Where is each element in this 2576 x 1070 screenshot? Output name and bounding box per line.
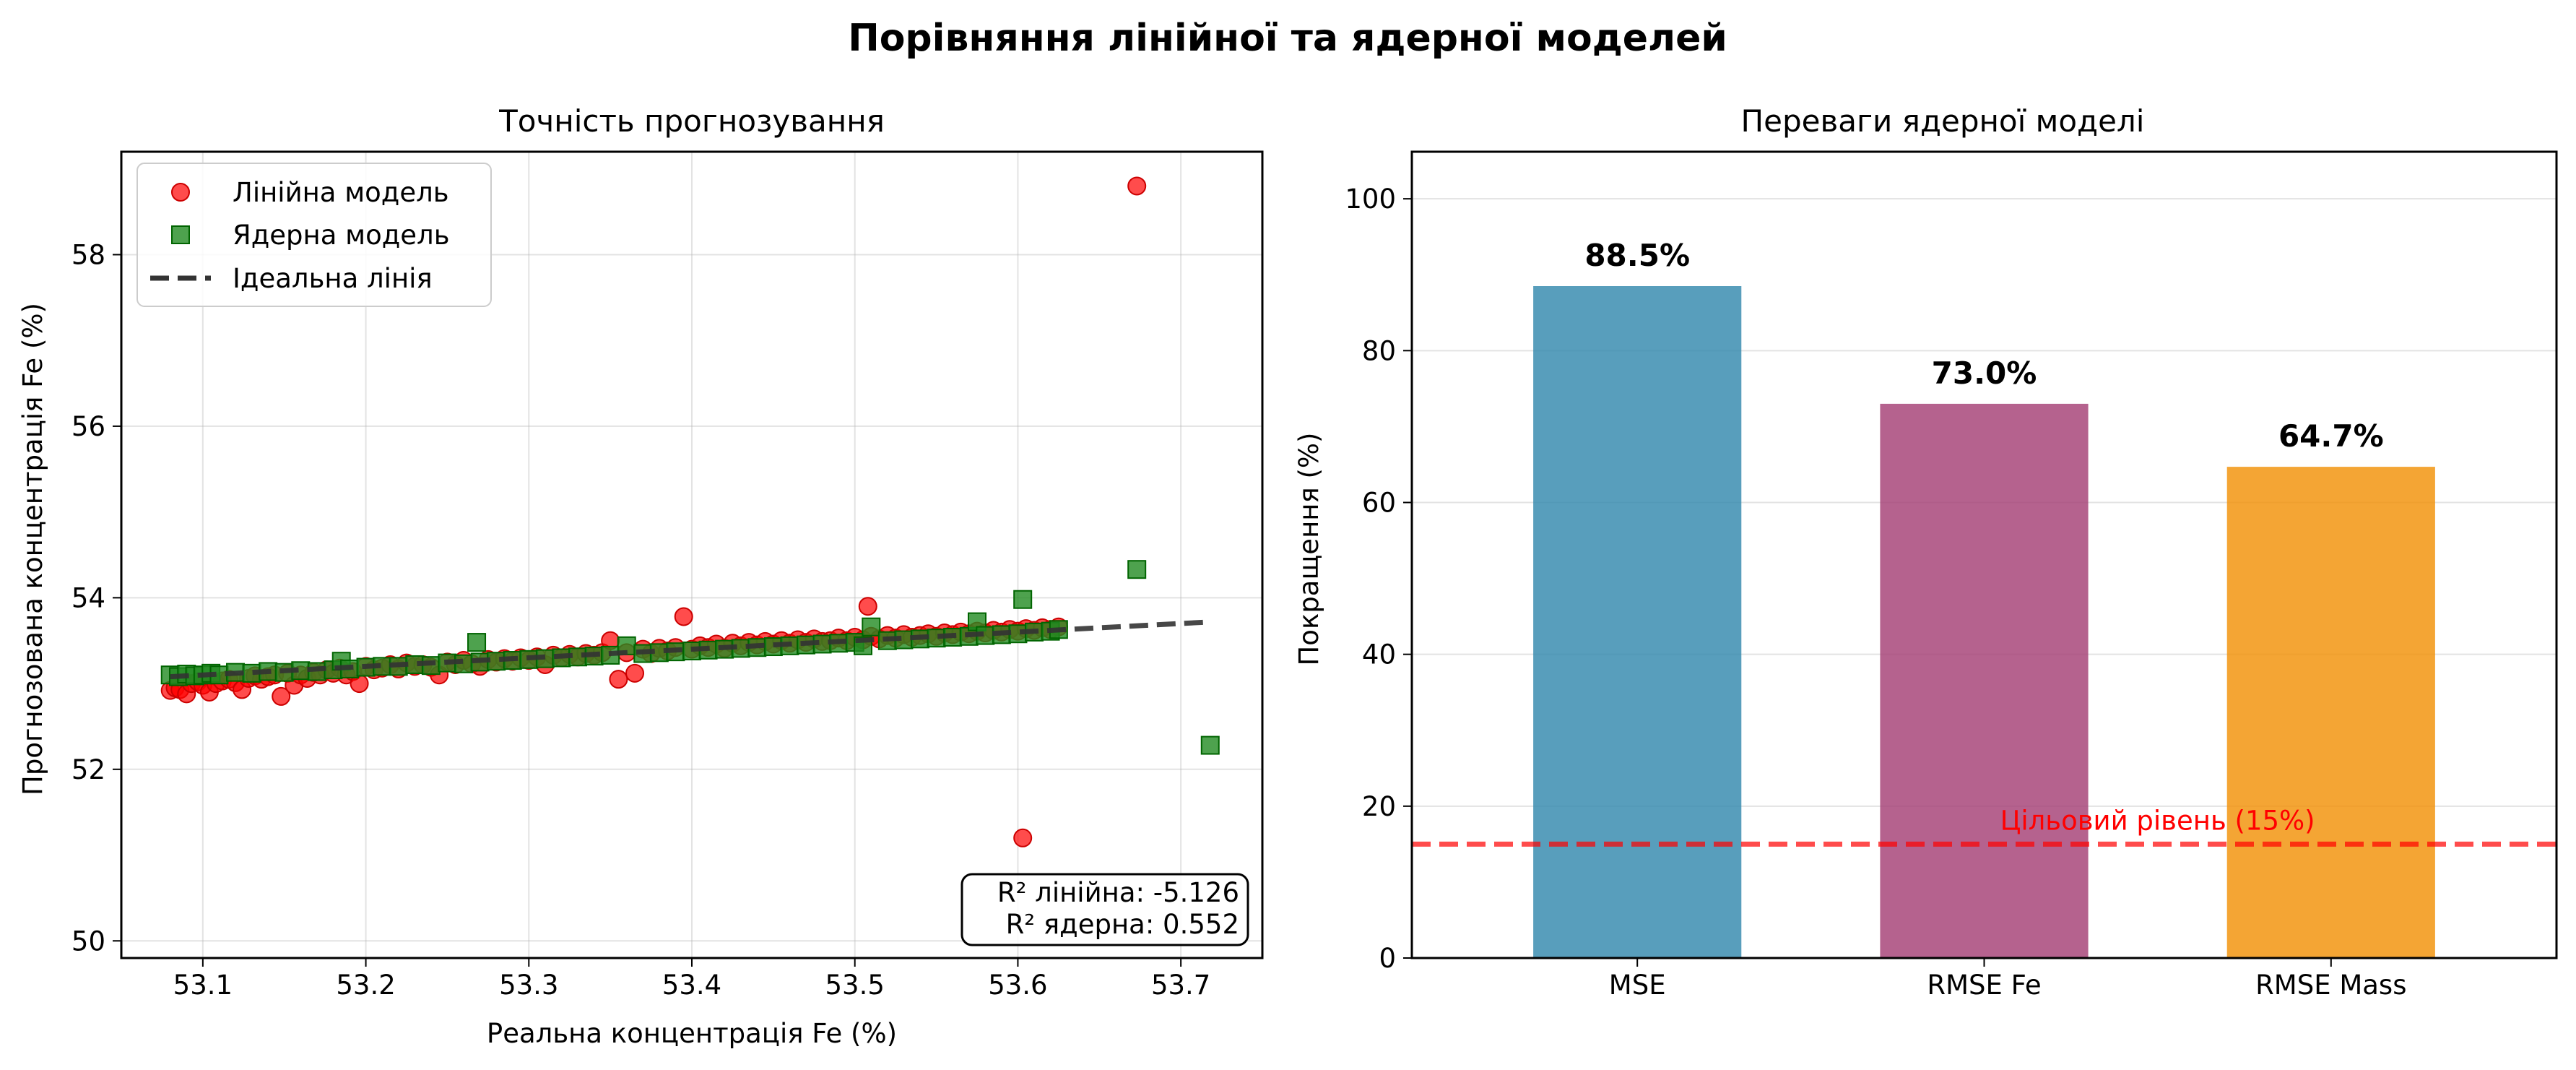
kernel-model-point: [862, 617, 881, 637]
linear-model-point: [625, 663, 644, 683]
linear-model-point: [1127, 176, 1147, 196]
bar-plot-frame: [1410, 150, 2558, 959]
scatter-x-tick-label: 53.7: [1151, 970, 1210, 1001]
linear-model-point: [609, 670, 628, 689]
bar-rmse-mass: [2226, 467, 2435, 958]
legend-label-kernel: Ядерна модель: [233, 220, 450, 251]
scatter-y-tick-label: 50: [71, 926, 105, 957]
legend-marker-linear: [171, 183, 190, 202]
bar-value-label: 64.7%: [2278, 418, 2384, 454]
r2-annotation: R² лінійна: -5.126 R² ядерна: 0.552: [960, 873, 1249, 946]
scatter-x-tick-label: 53.6: [988, 970, 1047, 1001]
scatter-x-tick-label: 53.4: [662, 970, 721, 1001]
kernel-model-point: [291, 661, 311, 681]
bars: 88.5% 73.0% 64.7%: [1533, 238, 2435, 958]
r2-annotation-box: [960, 873, 1249, 946]
bar-y-tick-label: 0: [1379, 943, 1396, 974]
bar-ticks: 0 20 40 60 80 100 MSE RMSE Fe RMSE Mass: [1345, 184, 2406, 1001]
bar-y-axis-label: Покращення (%): [1293, 432, 1324, 665]
kernel-model-point: [1127, 560, 1147, 579]
linear-model-point: [858, 597, 877, 616]
bar-title: Переваги ядерної моделі: [1741, 103, 2145, 139]
scatter-x-tick-label: 53.5: [825, 970, 885, 1001]
scatter-y-tick-label: 56: [71, 411, 105, 442]
scatter-ticks: 53.1 53.2 53.3 53.4 53.5 53.6 53.7 50 52 54 56 58: [71, 239, 1210, 1001]
bar-chart: Переваги ядерної моделі Покращення (%) 0…: [1293, 103, 2558, 1001]
scatter-plot-frame: [120, 150, 1264, 959]
legend-marker-kernel: [171, 225, 190, 244]
bar-category-label: RMSE Fe: [1927, 970, 2041, 1001]
bar-y-tick-label: 40: [1362, 639, 1396, 670]
scatter-y-tick-label: 54: [71, 582, 105, 613]
bar-rmse-fe: [1880, 403, 2089, 958]
legend-label-ideal: Ідеальна лінія: [233, 263, 433, 294]
bar-y-tick-label: 80: [1362, 335, 1396, 366]
scatter-x-tick-label: 53.2: [336, 970, 395, 1001]
kernel-model-point: [1013, 590, 1033, 609]
bar-y-tick-label: 20: [1362, 791, 1396, 822]
kernel-model-point: [467, 633, 487, 652]
scatter-points: [160, 176, 1220, 847]
scatter-y-tick-label: 52: [71, 754, 105, 785]
figure-title: Порівняння лінійної та ядерної моделей: [848, 17, 1727, 60]
bar-mse: [1533, 286, 1742, 958]
scatter-chart: Точність прогнозування Реальна концентра…: [17, 103, 1264, 1049]
bar-y-tick-label: 60: [1362, 487, 1396, 518]
scatter-x-tick-label: 53.1: [173, 970, 233, 1001]
scatter-x-tick-label: 53.3: [499, 970, 558, 1001]
scatter-x-axis-label: Реальна концентрація Fe (%): [487, 1018, 897, 1049]
linear-model-point: [1013, 828, 1033, 847]
target-level-label: Цільовий рівень (15%): [2000, 805, 2315, 836]
ideal-line: [170, 619, 1210, 680]
bar-value-label: 88.5%: [1584, 238, 1690, 273]
scatter-title: Точність прогнозування: [498, 103, 885, 139]
scatter-legend: Лінійна модель Ядерна модель Ідеальна лі…: [136, 163, 492, 307]
linear-model-point: [674, 607, 693, 626]
legend-frame: [136, 163, 492, 307]
kernel-model-point: [307, 662, 326, 681]
bar-category-label: RMSE Mass: [2255, 970, 2406, 1001]
bar-category-label: MSE: [1609, 970, 1666, 1001]
bar-y-tick-label: 100: [1345, 184, 1396, 215]
kernel-model-point: [1200, 735, 1220, 755]
legend-label-linear: Лінійна модель: [233, 177, 449, 208]
linear-model-point: [272, 686, 291, 706]
scatter-y-axis-label: Прогнозована концентрація Fe (%): [17, 303, 48, 795]
bar-value-label: 73.0%: [1932, 355, 2037, 391]
r2-kernel: R² ядерна: 0.552: [1006, 909, 1239, 940]
r2-linear: R² лінійна: -5.126: [997, 877, 1239, 908]
scatter-y-tick-label: 58: [71, 239, 105, 270]
